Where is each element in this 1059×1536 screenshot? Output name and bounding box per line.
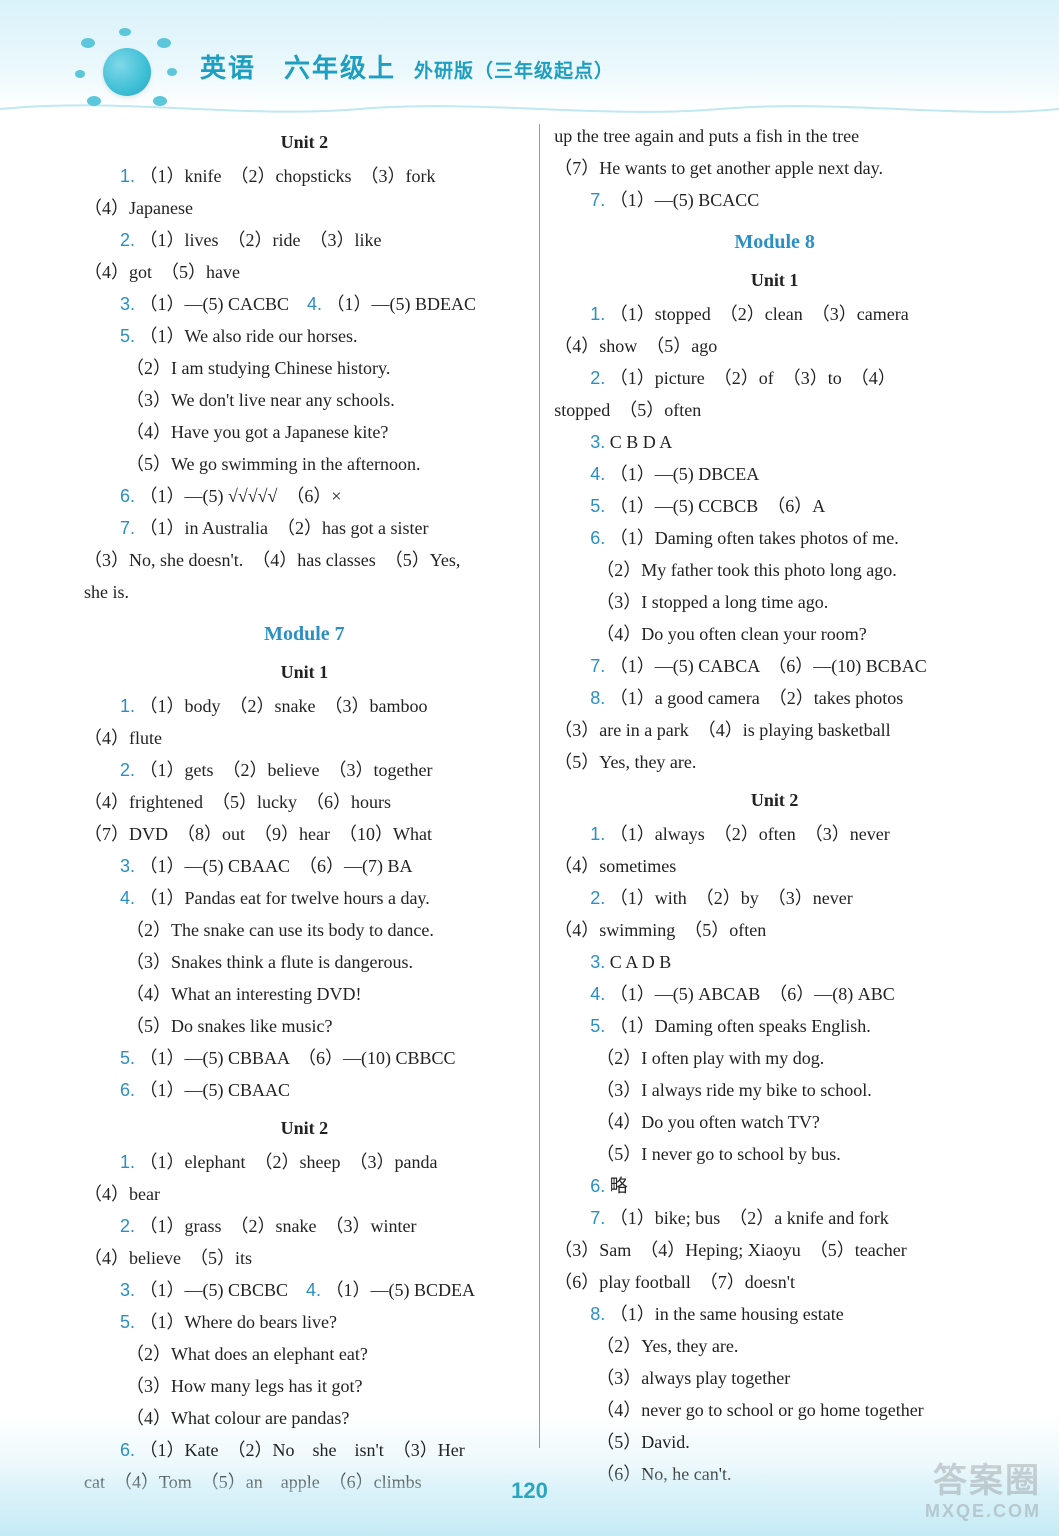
answer-line: 2. （1）gets （2）believe （3）together (84, 754, 525, 786)
answer-line: （3）Snakes think a flute is dangerous. (84, 946, 525, 978)
watermark-line1: 答案圈 (925, 1462, 1041, 1501)
answer-line: 3. C A D B (554, 946, 995, 978)
answer-line: 5. （1）Where do bears live? (84, 1306, 525, 1338)
answer-line: 7. （1）—(5) CABCA （6）—(10) BCBAC (554, 650, 995, 682)
answer-line: （4）Do you often clean your room? (554, 618, 995, 650)
answer-line: （5）Do snakes like music? (84, 1010, 525, 1042)
answer-line: 6. 略 (554, 1170, 995, 1202)
watermark: 答案圈 MXQE.COM (925, 1462, 1041, 1522)
answer-line: （5）Yes, they are. (554, 746, 995, 778)
unit-heading: Unit 2 (554, 784, 995, 816)
answer-line: she is. (84, 576, 525, 608)
answer-line: 1. （1）elephant （2）sheep （3）panda (84, 1146, 525, 1178)
answer-line: （3）are in a park （4）is playing basketbal… (554, 714, 995, 746)
answer-line: （4）frightened （5）lucky （6）hours (84, 786, 525, 818)
header-title: 英语 六年级上 外研版（三年级起点） (200, 48, 614, 85)
content-columns: Unit 2 1. （1）knife （2）chopsticks （3）fork… (80, 120, 999, 1456)
answer-line: up the tree again and puts a fish in the… (554, 120, 995, 152)
answer-line: 3. C B D A (554, 426, 995, 458)
answer-line: 2. （1）picture （2）of （3）to （4） (554, 362, 995, 394)
column-left: Unit 2 1. （1）knife （2）chopsticks （3）fork… (80, 120, 539, 1456)
unit-heading: Unit 2 (84, 126, 525, 158)
answer-line: 1. （1）body （2）snake （3）bamboo (84, 690, 525, 722)
answer-line: 5. （1）We also ride our horses. (84, 320, 525, 352)
answer-line: 6. （1）—(5) √√√√√ （6）× (84, 480, 525, 512)
answer-line: 5. （1）—(5) CCBCB （6）A (554, 490, 995, 522)
answer-line: （4）show （5）ago (554, 330, 995, 362)
unit-heading: Unit 2 (84, 1112, 525, 1144)
answer-line: 6. （1）Daming often takes photos of me. (554, 522, 995, 554)
answer-line: （4）believe （5）its (84, 1242, 525, 1274)
module-heading: Module 8 (554, 226, 995, 258)
sun-icon (75, 30, 185, 110)
answer-line: （3）How many legs has it got? (84, 1370, 525, 1402)
answer-line: （3）Sam （4）Heping; Xiaoyu （5）teacher (554, 1234, 995, 1266)
answer-line: （4）sometimes (554, 850, 995, 882)
answer-line: （3）We don't live near any schools. (84, 384, 525, 416)
answer-line: 1. （1）always （2）often （3）never (554, 818, 995, 850)
answer-line: （4）never go to school or go home togethe… (554, 1394, 995, 1426)
answer-line: （4）What colour are pandas? (84, 1402, 525, 1434)
answer-line: 4. （1）—(5) DBCEA (554, 458, 995, 490)
answer-line: 5. （1）—(5) CBBAA （6）—(10) CBBCC (84, 1042, 525, 1074)
answer-line: （3）I stopped a long time ago. (554, 586, 995, 618)
answer-line: 3. （1）—(5) CBCBC 4. （1）—(5) BCDEA (84, 1274, 525, 1306)
answer-line: 3. （1）—(5) CBAAC （6）—(7) BA (84, 850, 525, 882)
answer-line: （6）play football （7）doesn't (554, 1266, 995, 1298)
answer-line: （3）No, she doesn't. （4）has classes （5）Ye… (84, 544, 525, 576)
answer-line: 2. （1）grass （2）snake （3）winter (84, 1210, 525, 1242)
column-right: up the tree again and puts a fish in the… (540, 120, 999, 1456)
answer-line: （5）I never go to school by bus. (554, 1138, 995, 1170)
unit-heading: Unit 1 (554, 264, 995, 296)
answer-line: （2）My father took this photo long ago. (554, 554, 995, 586)
answer-line: （4）What an interesting DVD! (84, 978, 525, 1010)
answer-line: （2）I often play with my dog. (554, 1042, 995, 1074)
answer-line: 3. （1）—(5) CACBC 4. （1）—(5) BDEAC (84, 288, 525, 320)
answer-line: （5）We go swimming in the afternoon. (84, 448, 525, 480)
answer-line: 1. （1）knife （2）chopsticks （3）fork (84, 160, 525, 192)
answer-line: 5. （1）Daming often speaks English. (554, 1010, 995, 1042)
answer-line: （2）I am studying Chinese history. (84, 352, 525, 384)
watermark-line2: MXQE.COM (925, 1501, 1041, 1522)
answer-line: stopped （5）often (554, 394, 995, 426)
answer-line: 2. （1）lives （2）ride （3）like (84, 224, 525, 256)
header-main: 英语 六年级上 (200, 48, 396, 85)
answer-line: （4）swimming （5）often (554, 914, 995, 946)
answer-line: （2）The snake can use its body to dance. (84, 914, 525, 946)
answer-line: （7）He wants to get another apple next da… (554, 152, 995, 184)
answer-line: 6. （1）Kate （2）No she isn't （3）Her (84, 1434, 525, 1466)
answer-line: 1. （1）stopped （2）clean （3）camera (554, 298, 995, 330)
answer-line: （4）Have you got a Japanese kite? (84, 416, 525, 448)
answer-line: （4）Japanese (84, 192, 525, 224)
answer-line: 7. （1）—(5) BCACC (554, 184, 995, 216)
answer-line: 2. （1）with （2）by （3）never (554, 882, 995, 914)
answer-line: 4. （1）Pandas eat for twelve hours a day. (84, 882, 525, 914)
answer-line: （3）I always ride my bike to school. (554, 1074, 995, 1106)
answer-line: 7. （1）bike; bus （2）a knife and fork (554, 1202, 995, 1234)
answer-line: （5）David. (554, 1426, 995, 1458)
module-heading: Module 7 (84, 618, 525, 650)
answer-line: （4）got （5）have (84, 256, 525, 288)
page-number: 120 (0, 1478, 1059, 1504)
header-sub: 外研版（三年级起点） (414, 56, 614, 83)
answer-line: （2）What does an elephant eat? (84, 1338, 525, 1370)
answer-line: （4）flute (84, 722, 525, 754)
answer-line: （4）Do you often watch TV? (554, 1106, 995, 1138)
answer-line: （7）DVD （8）out （9）hear （10）What (84, 818, 525, 850)
answer-line: 8. （1）in the same housing estate (554, 1298, 995, 1330)
answer-line: 6. （1）—(5) CBAAC (84, 1074, 525, 1106)
answer-line: 4. （1）—(5) ABCAB （6）—(8) ABC (554, 978, 995, 1010)
answer-line: （2）Yes, they are. (554, 1330, 995, 1362)
answer-line: 7. （1）in Australia （2）has got a sister (84, 512, 525, 544)
answer-line: （4）bear (84, 1178, 525, 1210)
unit-heading: Unit 1 (84, 656, 525, 688)
answer-line: （3）always play together (554, 1362, 995, 1394)
answer-line: 8. （1）a good camera （2）takes photos (554, 682, 995, 714)
